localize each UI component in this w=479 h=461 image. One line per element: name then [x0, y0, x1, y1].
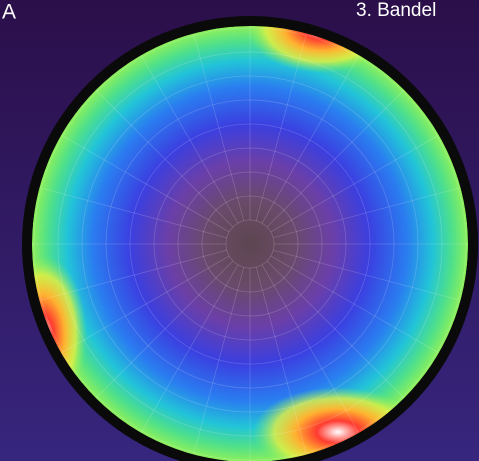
page: A 3. Bandel (() => { const data = JSON.p… — [0, 0, 479, 461]
panel-caption: 3. Bandel — [356, 0, 436, 21]
figure: A 3. Bandel — [0, 0, 479, 461]
panel-label: A — [2, 1, 16, 24]
